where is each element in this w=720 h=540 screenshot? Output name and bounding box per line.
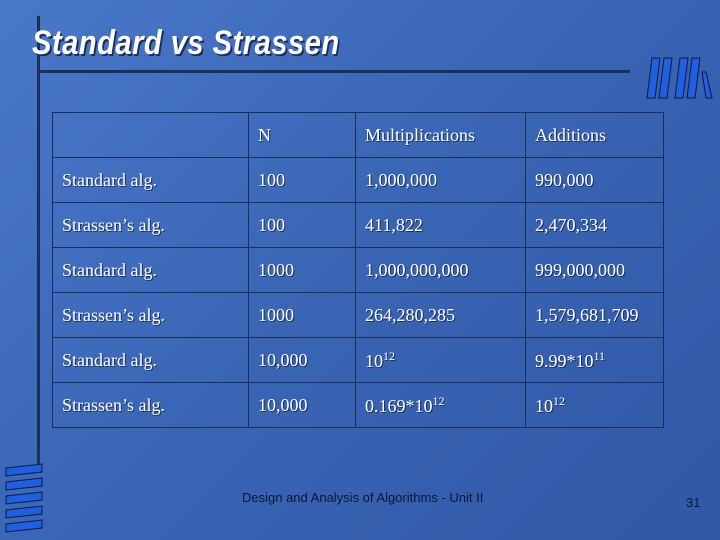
algorithm-cell: Standard alg. — [52, 247, 249, 293]
multiplications-cell: 1,000,000 — [355, 157, 526, 203]
n-cell: 10,000 — [248, 337, 356, 383]
slide-title: Standard vs Strassen — [32, 24, 340, 62]
additions-cell: 9.99*1011 — [525, 337, 664, 383]
algorithm-cell: Strassen’s alg. — [52, 202, 249, 248]
header-cell-empty — [52, 112, 249, 158]
table-row: Standard alg. 100 1,000,000 990,000 — [52, 157, 664, 203]
additions-cell: 1012 — [525, 382, 664, 428]
add-base: 9.99*10 — [535, 350, 594, 371]
table-row: Strassen’s alg. 1000 264,280,285 1,579,6… — [52, 292, 664, 338]
mult-base: 10 — [365, 350, 383, 371]
algorithm-cell: Strassen’s alg. — [52, 292, 249, 338]
additions-cell: 1,579,681,709 — [525, 292, 664, 338]
multiplications-cell: 264,280,285 — [355, 292, 526, 338]
content-left-rule — [37, 68, 40, 468]
slide-logo-icon — [646, 57, 713, 99]
table-header-row: N Multiplications Additions — [52, 112, 664, 158]
n-cell: 1000 — [248, 247, 356, 293]
n-cell: 10,000 — [248, 382, 356, 428]
mult-base: 0.169*10 — [365, 395, 433, 416]
slide-footer: Design and Analysis of Algorithms - Unit… — [242, 490, 484, 505]
add-exponent: 12 — [553, 393, 565, 408]
additions-cell: 990,000 — [525, 157, 664, 203]
header-cell-n: N — [248, 112, 356, 158]
n-cell: 100 — [248, 202, 356, 248]
table-row: Strassen’s alg. 10,000 0.169*1012 1012 — [52, 382, 664, 428]
additions-cell: 999,000,000 — [525, 247, 664, 293]
multiplications-cell: 1,000,000,000 — [355, 247, 526, 293]
n-cell: 1000 — [248, 292, 356, 338]
title-left-rule — [37, 16, 40, 73]
multiplications-cell: 0.169*1012 — [355, 382, 526, 428]
additions-cell: 2,470,334 — [525, 202, 664, 248]
header-cell-multiplications: Multiplications — [355, 112, 526, 158]
multiplications-cell: 411,822 — [355, 202, 526, 248]
header-cell-additions: Additions — [525, 112, 664, 158]
add-base: 10 — [535, 395, 553, 416]
comparison-table: N Multiplications Additions Standard alg… — [52, 112, 664, 428]
mult-exponent: 12 — [432, 393, 445, 408]
algorithm-cell: Strassen’s alg. — [52, 382, 249, 428]
add-exponent: 11 — [593, 348, 606, 363]
n-cell: 100 — [248, 157, 356, 203]
table-row: Strassen’s alg. 100 411,822 2,470,334 — [52, 202, 664, 248]
algorithm-cell: Standard alg. — [52, 337, 249, 383]
algorithm-cell: Standard alg. — [52, 157, 249, 203]
mult-exponent: 12 — [383, 348, 395, 363]
stripes-decoration-icon — [5, 463, 43, 533]
title-underline — [40, 70, 630, 73]
table-row: Standard alg. 10,000 1012 9.99*1011 — [52, 337, 664, 383]
multiplications-cell: 1012 — [355, 337, 526, 383]
page-number: 31 — [686, 495, 701, 510]
table-row: Standard alg. 1000 1,000,000,000 999,000… — [52, 247, 664, 293]
